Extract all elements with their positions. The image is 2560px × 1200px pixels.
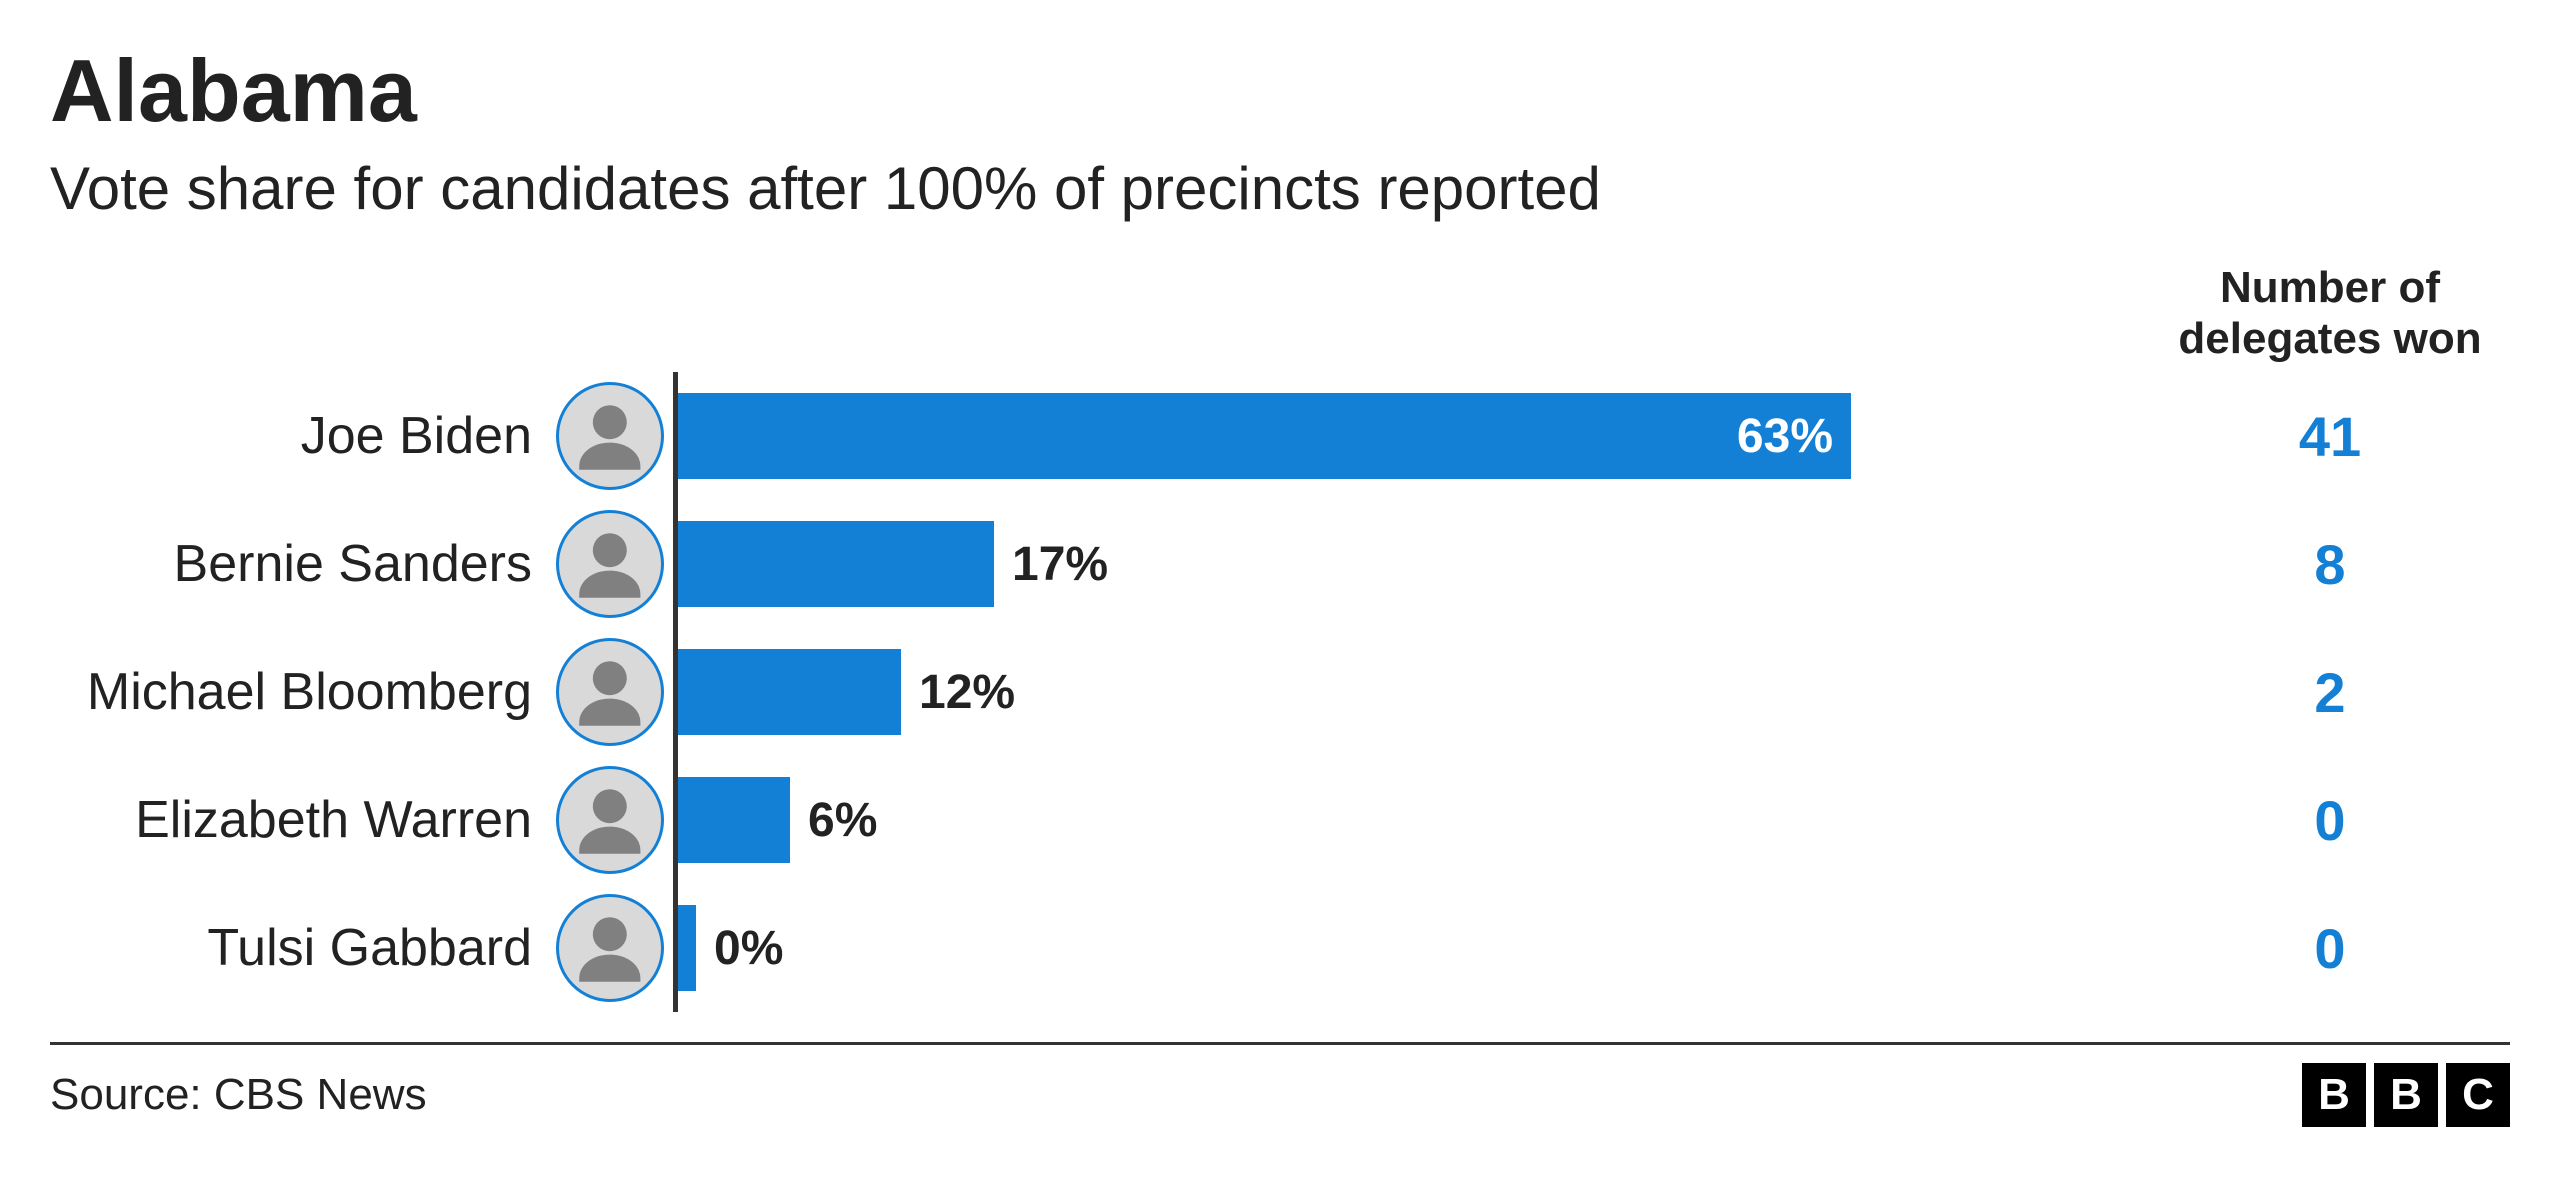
candidate-row: Tulsi Gabbard 0% 0 <box>50 884 2510 1012</box>
bar-area: 17% <box>670 500 2150 628</box>
source-text: Source: CBS News <box>50 1070 427 1120</box>
vote-share-bar: 63% <box>678 393 1851 479</box>
candidate-name: Tulsi Gabbard <box>50 918 550 978</box>
candidate-avatar-icon <box>556 510 664 618</box>
delegates-header-line2: delegates won <box>2150 314 2510 365</box>
vote-share-pct: 6% <box>808 793 877 848</box>
vote-share-pct: 0% <box>714 921 783 976</box>
delegates-header: Number of delegates won <box>2150 263 2510 364</box>
delegates-won: 8 <box>2150 532 2510 597</box>
candidate-row: Joe Biden 63% 41 <box>50 372 2510 500</box>
chart-footer: Source: CBS News B B C <box>50 1042 2510 1127</box>
vote-share-bar <box>678 777 790 863</box>
candidate-avatar-col <box>550 894 670 1002</box>
candidate-name: Michael Bloomberg <box>50 662 550 722</box>
vote-share-bar <box>678 521 994 607</box>
bar-area: 0% <box>670 884 2150 1012</box>
delegates-won: 2 <box>2150 660 2510 725</box>
candidate-name: Bernie Sanders <box>50 534 550 594</box>
candidate-avatar-icon <box>556 638 664 746</box>
candidate-name: Elizabeth Warren <box>50 790 550 850</box>
delegates-won: 0 <box>2150 788 2510 853</box>
bar-area: 63% <box>670 372 2150 500</box>
candidate-avatar-icon <box>556 894 664 1002</box>
candidate-row: Michael Bloomberg 12% 2 <box>50 628 2510 756</box>
candidate-avatar-col <box>550 638 670 746</box>
vote-share-pct: 12% <box>919 665 1015 720</box>
bar-area: 12% <box>670 628 2150 756</box>
candidate-avatar-icon <box>556 382 664 490</box>
vote-share-bar <box>678 905 696 991</box>
bbc-logo-letter: C <box>2446 1063 2510 1127</box>
candidate-row: Elizabeth Warren 6% 0 <box>50 756 2510 884</box>
candidate-row: Bernie Sanders 17% 8 <box>50 500 2510 628</box>
vote-share-pct: 63% <box>1737 409 1833 464</box>
chart-subtitle: Vote share for candidates after 100% of … <box>50 154 2510 223</box>
candidate-avatar-col <box>550 382 670 490</box>
delegates-header-line1: Number of <box>2150 263 2510 314</box>
column-headers: Number of delegates won <box>50 263 2510 364</box>
candidate-avatar-col <box>550 510 670 618</box>
candidate-avatar-col <box>550 766 670 874</box>
vote-share-bar <box>678 649 901 735</box>
bbc-logo-letter: B <box>2374 1063 2438 1127</box>
candidate-avatar-icon <box>556 766 664 874</box>
delegates-won: 41 <box>2150 404 2510 469</box>
bbc-logo-letter: B <box>2302 1063 2366 1127</box>
delegates-won: 0 <box>2150 916 2510 981</box>
candidate-name: Joe Biden <box>50 406 550 466</box>
bbc-logo: B B C <box>2302 1063 2510 1127</box>
vote-share-pct: 17% <box>1012 537 1108 592</box>
bar-area: 6% <box>670 756 2150 884</box>
chart-rows: Joe Biden 63% 41 Bernie Sanders 17% 8 Michael … <box>50 372 2510 1012</box>
chart-title: Alabama <box>50 40 2510 142</box>
